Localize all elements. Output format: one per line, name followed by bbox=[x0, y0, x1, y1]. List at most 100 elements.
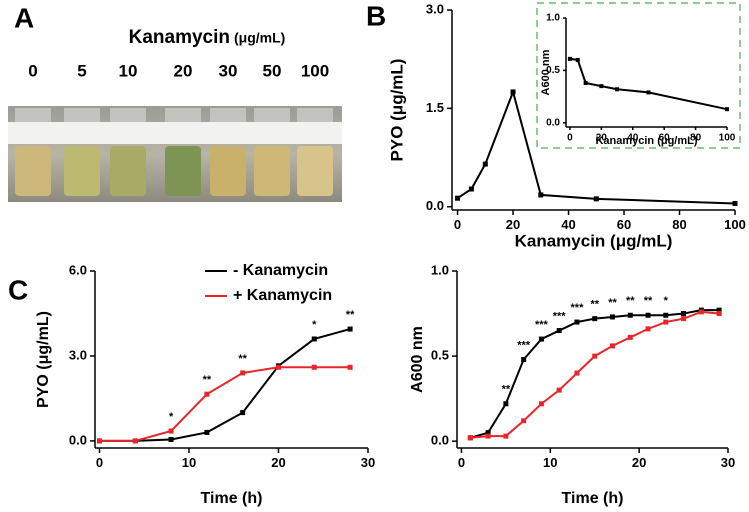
tube-cap bbox=[254, 108, 290, 122]
data-point bbox=[467, 435, 473, 441]
y-axis-label: PYO (μg/mL) bbox=[35, 311, 52, 408]
y-tick-label: 6.0 bbox=[69, 262, 87, 277]
y-tick-label: 3.0 bbox=[426, 1, 444, 16]
data-point bbox=[556, 328, 562, 334]
tube bbox=[110, 146, 146, 196]
significance: ** bbox=[238, 353, 247, 365]
significance: ** bbox=[502, 384, 511, 396]
series-line bbox=[470, 310, 720, 439]
tube bbox=[254, 146, 290, 196]
x-tick-label: 30 bbox=[361, 455, 375, 470]
x-tick-label: 20 bbox=[596, 133, 608, 144]
data-point bbox=[732, 200, 738, 206]
y-tick-label: 0.0 bbox=[426, 198, 444, 213]
significance: *** bbox=[553, 310, 567, 322]
photo-label: 10 bbox=[119, 61, 138, 80]
data-point bbox=[599, 84, 604, 89]
y-axis-label: A600 nm bbox=[409, 326, 426, 393]
tube-cap bbox=[165, 108, 201, 122]
data-point bbox=[592, 316, 598, 322]
data-point bbox=[168, 428, 174, 434]
data-point bbox=[574, 370, 580, 376]
data-point bbox=[725, 107, 729, 112]
x-tick-label: 80 bbox=[690, 133, 702, 144]
x-tick-label: 40 bbox=[627, 133, 639, 144]
series-line bbox=[470, 309, 720, 439]
data-point bbox=[567, 56, 572, 61]
significance: *** bbox=[517, 339, 531, 351]
data-point bbox=[485, 430, 491, 436]
data-point bbox=[455, 195, 461, 201]
significance: *** bbox=[571, 302, 585, 314]
significance: ** bbox=[608, 297, 617, 309]
x-tick-label: 0 bbox=[567, 133, 573, 144]
data-point bbox=[240, 370, 246, 376]
data-point bbox=[575, 57, 580, 62]
data-point bbox=[347, 326, 353, 332]
series-line bbox=[456, 88, 736, 205]
data-point bbox=[521, 357, 527, 362]
photo-label: 100 bbox=[301, 61, 329, 80]
tube-cap bbox=[15, 108, 51, 122]
data-point bbox=[556, 387, 562, 393]
x-tick-label: 100 bbox=[719, 133, 736, 144]
x-tick-label: 30 bbox=[721, 455, 735, 470]
x-tick-label: 20 bbox=[271, 455, 285, 470]
y-tick-label: 1.0 bbox=[546, 13, 560, 24]
data-point bbox=[168, 437, 174, 443]
x-axis-label: Kanamycin (μg/mL) bbox=[595, 135, 697, 147]
legend-label: + Kanamycin bbox=[233, 287, 332, 304]
tube-cap bbox=[64, 108, 100, 122]
panel-label: B bbox=[366, 0, 386, 31]
significance: ** bbox=[644, 295, 653, 307]
tube-cap bbox=[297, 108, 333, 122]
series-line bbox=[99, 328, 351, 442]
significance: * bbox=[169, 411, 174, 423]
panel-label: A bbox=[14, 2, 34, 33]
tube bbox=[64, 146, 100, 196]
x-tick-label: 100 bbox=[724, 217, 746, 232]
data-point bbox=[663, 319, 669, 325]
data-point bbox=[592, 353, 598, 359]
data-point bbox=[645, 312, 651, 318]
y-tick-label: 0.0 bbox=[546, 117, 560, 128]
data-point bbox=[609, 314, 615, 320]
data-point bbox=[132, 438, 138, 444]
data-point bbox=[681, 311, 687, 317]
y-tick-label: 0.0 bbox=[431, 433, 449, 448]
y-tick-label: 0.5 bbox=[431, 348, 449, 363]
data-point bbox=[646, 90, 651, 95]
data-point bbox=[311, 364, 317, 370]
tube bbox=[15, 146, 51, 196]
series-line bbox=[99, 366, 351, 442]
x-axis-label: Kanamycin (μg/mL) bbox=[515, 231, 673, 250]
tube bbox=[210, 146, 246, 196]
y-axis-label: PYO (μg/mL) bbox=[387, 59, 406, 162]
data-point bbox=[240, 410, 246, 416]
inset-frame bbox=[536, 2, 741, 149]
significance: * bbox=[312, 319, 317, 331]
data-point bbox=[627, 334, 633, 340]
data-point bbox=[538, 192, 544, 198]
y-tick-label: 1.0 bbox=[431, 262, 449, 277]
photo-label: 0 bbox=[28, 61, 37, 80]
data-point bbox=[645, 326, 651, 332]
x-tick-label: 10 bbox=[182, 455, 196, 470]
x-tick-label: 20 bbox=[506, 217, 520, 232]
photo-label: 5 bbox=[77, 61, 86, 80]
data-point bbox=[503, 433, 509, 439]
data-point bbox=[583, 80, 588, 85]
photo-title: Kanamycin bbox=[129, 27, 230, 48]
data-point bbox=[311, 336, 317, 342]
data-point bbox=[615, 87, 620, 92]
data-point bbox=[485, 433, 491, 439]
data-point bbox=[468, 186, 474, 192]
data-point bbox=[347, 364, 353, 370]
x-tick-label: 60 bbox=[659, 133, 671, 144]
significance: * bbox=[664, 295, 669, 307]
data-point bbox=[204, 391, 210, 397]
data-point bbox=[663, 312, 669, 318]
x-tick-label: 40 bbox=[561, 217, 575, 232]
y-tick-label: 0.0 bbox=[69, 432, 87, 447]
y-tick-label: 0.5 bbox=[546, 65, 560, 76]
